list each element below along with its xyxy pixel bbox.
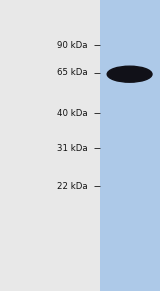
Text: 65 kDa: 65 kDa bbox=[57, 68, 87, 77]
Ellipse shape bbox=[107, 66, 152, 82]
Text: 40 kDa: 40 kDa bbox=[57, 109, 87, 118]
Bar bbox=[100, 0, 160, 291]
Text: 22 kDa: 22 kDa bbox=[57, 182, 87, 191]
Text: 31 kDa: 31 kDa bbox=[57, 144, 87, 153]
Text: 90 kDa: 90 kDa bbox=[57, 41, 87, 49]
Bar bbox=[0, 0, 100, 291]
